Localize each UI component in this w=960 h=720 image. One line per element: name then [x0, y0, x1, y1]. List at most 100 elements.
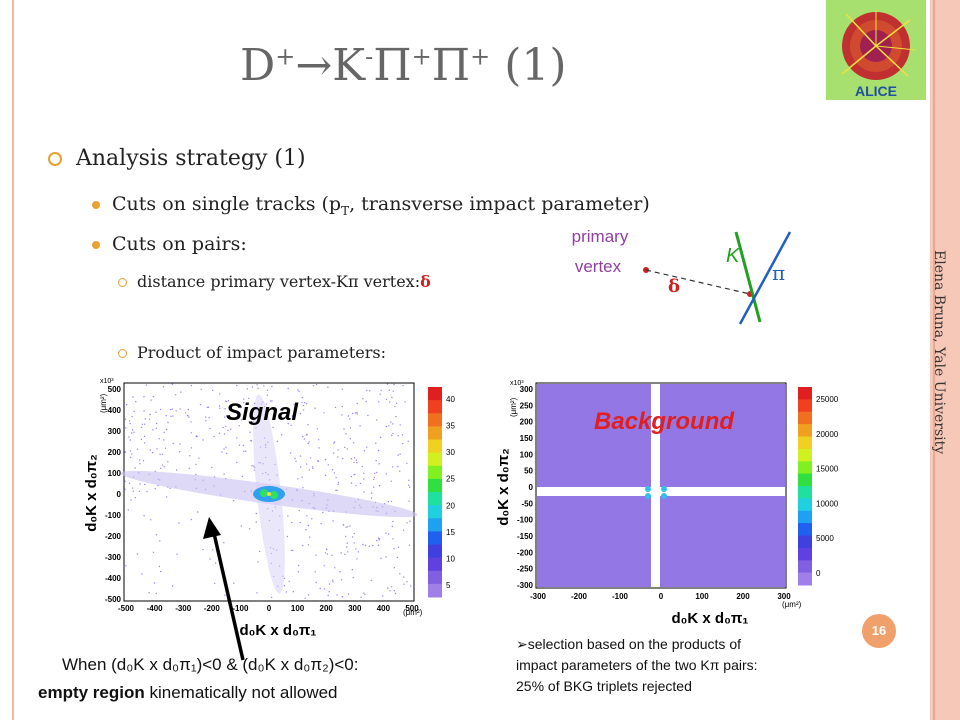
- scatter-point: [387, 587, 389, 589]
- color-scale-segment: [428, 478, 442, 493]
- scatter-point: [372, 544, 374, 547]
- scatter-point: [314, 571, 316, 573]
- z-tick-label: 5: [446, 581, 451, 590]
- scatter-point: [333, 452, 335, 454]
- right-side-band: [930, 0, 960, 720]
- scatter-point: [236, 384, 238, 387]
- scatter-point: [408, 544, 411, 546]
- scatter-point: [245, 450, 247, 452]
- scatter-point: [297, 571, 300, 573]
- scatter-point: [225, 400, 228, 403]
- scatter-point: [139, 483, 141, 485]
- signal-plot: Signal 5004003002001000-100-200-300-400-…: [83, 378, 455, 639]
- scatter-point: [395, 415, 397, 418]
- scatter-point: [351, 536, 354, 538]
- scatter-point: [222, 426, 224, 429]
- scatter-point: [151, 452, 154, 454]
- scatter-point: [326, 553, 329, 555]
- x-tick-label: -400: [147, 604, 164, 613]
- scatter-point: [327, 594, 329, 597]
- scatter-point: [124, 488, 126, 490]
- scatter-point: [184, 412, 187, 414]
- scatter-point: [129, 456, 132, 459]
- scatter-point: [392, 538, 394, 540]
- scatter-point: [295, 460, 297, 462]
- caption-left-line1: When (d₀K x d₀π₁)<0 & (d₀K x d₀π₂)<0:: [62, 655, 359, 674]
- scatter-point: [322, 511, 324, 514]
- background-ylabel: d₀K x d₀π₂: [495, 448, 512, 526]
- scatter-point: [270, 400, 272, 402]
- scatter-point: [392, 520, 394, 523]
- color-scale-segment: [428, 439, 442, 454]
- color-scale-segment: [798, 436, 812, 450]
- scatter-point: [387, 501, 390, 503]
- scatter-point: [404, 401, 406, 403]
- scatter-point: [167, 461, 169, 463]
- alice-logo: ALICE: [826, 0, 926, 100]
- scatter-point: [341, 414, 343, 416]
- scatter-point: [178, 522, 180, 524]
- scatter-point: [402, 529, 405, 531]
- primary-label: primary: [572, 227, 629, 246]
- scatter-point: [393, 590, 396, 592]
- scatter-point: [202, 548, 204, 551]
- z-tick-label: 25: [446, 475, 455, 484]
- y-tick-label: -100: [105, 511, 122, 520]
- k-track: [734, 231, 762, 323]
- scatter-point: [158, 565, 161, 568]
- color-scale-segment: [798, 572, 812, 586]
- scatter-point: [251, 465, 253, 467]
- scatter-point: [139, 463, 141, 465]
- scatter-point: [397, 465, 399, 468]
- scatter-point: [243, 401, 245, 404]
- scatter-point: [196, 435, 198, 438]
- scatter-point: [393, 567, 395, 569]
- scatter-point: [393, 383, 395, 386]
- scatter-point: [327, 464, 329, 466]
- bullet-single-track-cuts: Cuts on single tracks (pT, transverse im…: [92, 193, 650, 218]
- color-scale-segment: [798, 535, 812, 549]
- scatter-point: [390, 586, 393, 588]
- scatter-point: [169, 487, 171, 489]
- y-tick-label: 0: [529, 483, 534, 492]
- scatter-point: [233, 582, 235, 584]
- x-tick-label: 100: [291, 604, 305, 613]
- scatter-point: [364, 544, 367, 547]
- scatter-point: [255, 512, 257, 515]
- scatter-point: [359, 482, 361, 485]
- scatter-point: [301, 476, 303, 478]
- scatter-point: [303, 438, 305, 440]
- signal-xunit: (μm²): [403, 608, 423, 617]
- scatter-point: [219, 407, 221, 409]
- scatter-point: [337, 449, 339, 451]
- scatter-point: [280, 434, 283, 436]
- y-tick-label: -150: [517, 532, 534, 541]
- scatter-point: [340, 552, 342, 554]
- scatter-point: [347, 551, 349, 553]
- scatter-point: [146, 491, 148, 493]
- y-tick-label: -300: [105, 553, 122, 562]
- color-scale-segment: [428, 400, 442, 414]
- scatter-point: [315, 581, 317, 584]
- scatter-point: [302, 487, 304, 489]
- scatter-point: [392, 390, 394, 392]
- scatter-point: [407, 484, 410, 486]
- scatter-point: [154, 488, 156, 490]
- color-scale-segment: [798, 387, 812, 400]
- scatter-point: [130, 499, 132, 501]
- scatter-point: [344, 446, 346, 449]
- scatter-point: [169, 408, 172, 411]
- scatter-point: [317, 460, 319, 462]
- scatter-point: [325, 548, 328, 550]
- scatter-point: [162, 386, 165, 388]
- z-tick-label: 15000: [816, 465, 839, 474]
- scatter-point: [379, 393, 381, 395]
- background-exp: x10³: [510, 380, 524, 387]
- scatter-point: [150, 519, 152, 521]
- scatter-point: [323, 412, 325, 414]
- scatter-point: [299, 413, 302, 415]
- scatter-point: [175, 410, 177, 412]
- scatter-point: [370, 497, 373, 499]
- scatter-point: [307, 524, 310, 527]
- scatter-point: [363, 472, 365, 474]
